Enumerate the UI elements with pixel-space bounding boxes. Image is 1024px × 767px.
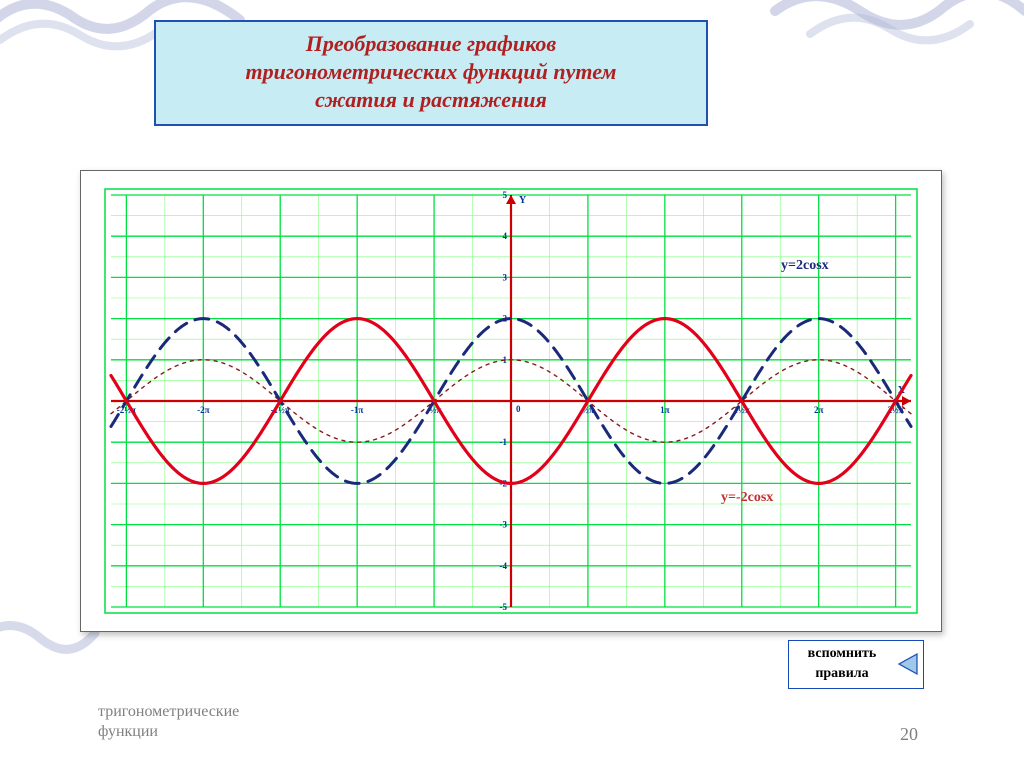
slide-title-line1: Преобразование графиков: [166, 30, 696, 58]
svg-text:5: 5: [503, 190, 508, 200]
recall-line2: правила: [791, 664, 893, 684]
chart-frame: XY-5-4-3-2-1012345-2½π-2π-1½π-1π-½π½π1π1…: [80, 170, 942, 632]
svg-text:Y: Y: [519, 195, 527, 206]
footer-caption: тригонометрические функции: [98, 702, 239, 742]
svg-text:1π: 1π: [660, 405, 670, 415]
recall-line1: вспомнить: [791, 644, 893, 664]
decor-swirl-top-right: [770, 0, 1024, 56]
svg-text:4: 4: [503, 231, 508, 241]
page-number: 20: [900, 724, 918, 745]
svg-text:-1π: -1π: [351, 405, 363, 415]
back-arrow-icon: [895, 651, 921, 677]
recall-rules-button[interactable]: вспомнить правила: [788, 640, 924, 689]
slide-title-box: Преобразование графиков тригонометрическ…: [154, 20, 708, 126]
svg-text:3: 3: [503, 272, 508, 282]
svg-text:2π: 2π: [814, 405, 824, 415]
svg-text:-5: -5: [500, 602, 508, 612]
svg-text:-4: -4: [500, 561, 508, 571]
svg-text:-2π: -2π: [197, 405, 209, 415]
slide-title-line2: тригонометрических функций путем: [166, 58, 696, 86]
chart-svg: XY-5-4-3-2-1012345-2½π-2π-1½π-1π-½π½π1π1…: [81, 171, 941, 631]
svg-text:0: 0: [516, 404, 521, 414]
slide-title-line3: сжатия и растяжения: [166, 86, 696, 114]
svg-text:y=2cosx: y=2cosx: [781, 258, 829, 273]
svg-text:y=-2cosx: y=-2cosx: [721, 490, 773, 505]
svg-text:-3: -3: [500, 520, 508, 530]
svg-text:-1: -1: [500, 437, 508, 447]
